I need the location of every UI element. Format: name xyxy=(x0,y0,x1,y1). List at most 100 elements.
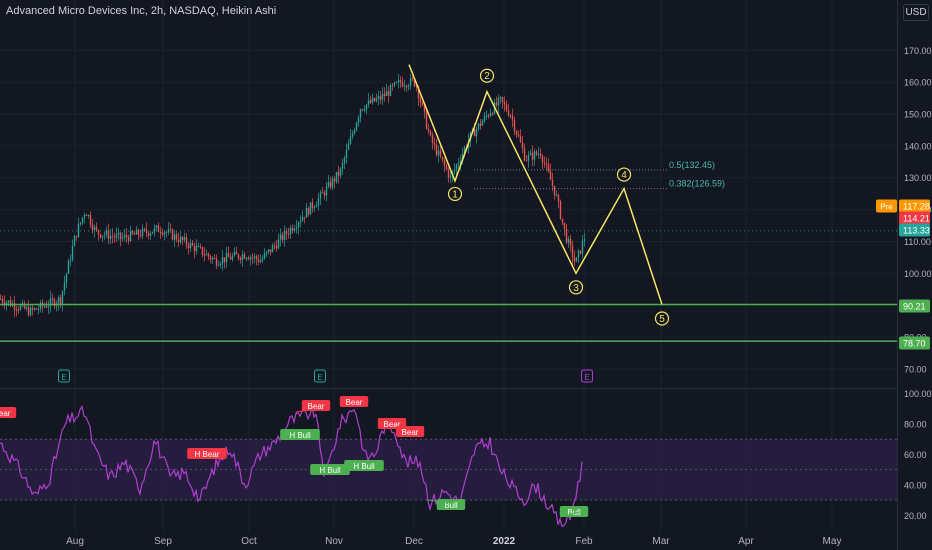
candle xyxy=(533,151,536,160)
candle xyxy=(397,80,400,83)
candle xyxy=(223,257,226,263)
candle xyxy=(501,97,504,103)
price-label-box xyxy=(899,223,930,237)
candle xyxy=(281,234,284,240)
candle xyxy=(35,308,38,310)
candle xyxy=(421,102,424,106)
candle xyxy=(573,257,576,262)
candle xyxy=(365,104,368,110)
signal-badge xyxy=(344,460,384,471)
candle xyxy=(131,230,134,234)
candle xyxy=(237,254,240,259)
candle xyxy=(109,235,112,240)
candle xyxy=(579,250,582,254)
candle xyxy=(279,234,282,240)
candle xyxy=(139,235,142,237)
candle xyxy=(153,227,156,233)
currency-button[interactable]: USD xyxy=(903,4,929,21)
wave-label-3: 3 xyxy=(573,283,579,294)
candle xyxy=(485,115,488,117)
candle xyxy=(265,251,268,254)
price-label-1: 117.28 xyxy=(903,202,930,212)
elliott-wave[interactable]: 1 2 3 4 5 xyxy=(408,64,670,326)
candle xyxy=(373,97,376,102)
price-tick-110: 110.00 xyxy=(904,237,931,247)
candle xyxy=(559,201,562,219)
candle xyxy=(77,224,80,237)
time-axis[interactable]: Aug Sep Oct Nov Dec 2022 Feb Mar Apr May xyxy=(66,536,841,547)
candle xyxy=(449,175,452,178)
candle xyxy=(277,239,280,249)
candle xyxy=(227,253,230,258)
candle xyxy=(199,246,202,248)
candle xyxy=(57,297,60,304)
candle xyxy=(433,143,436,145)
candle xyxy=(359,109,362,118)
candle xyxy=(215,258,218,266)
candle xyxy=(37,309,40,311)
price-tick-150: 150.00 xyxy=(904,110,932,120)
candle xyxy=(455,164,458,170)
candle xyxy=(417,87,420,99)
candle xyxy=(315,205,318,208)
candle xyxy=(503,102,506,105)
candle xyxy=(85,214,88,216)
candle xyxy=(545,163,548,165)
candle xyxy=(31,307,34,310)
signal-badge xyxy=(0,407,17,418)
price-axis[interactable]: 70.0080.0090.00100.00110.00120.00130.001… xyxy=(876,46,932,521)
candle xyxy=(521,142,524,149)
candle xyxy=(431,135,434,144)
rsi-band xyxy=(0,438,897,501)
price-label-box xyxy=(899,211,930,225)
candle xyxy=(425,111,428,129)
candle xyxy=(177,239,180,243)
candle xyxy=(193,245,196,252)
candle xyxy=(103,234,106,236)
candle xyxy=(159,232,162,234)
candle xyxy=(203,254,206,256)
candle xyxy=(125,234,128,238)
candle xyxy=(481,121,484,126)
candle xyxy=(435,144,438,156)
candle xyxy=(137,229,140,236)
candle xyxy=(243,254,246,259)
candle xyxy=(339,168,342,176)
candle xyxy=(87,215,90,217)
candle xyxy=(141,228,144,237)
signal-bear-8: Bear xyxy=(384,420,401,429)
candle xyxy=(327,181,330,187)
candle xyxy=(19,305,22,310)
candle xyxy=(15,309,18,311)
time-tick-Mar: Mar xyxy=(652,536,670,547)
candle xyxy=(219,263,222,265)
candle xyxy=(357,117,360,124)
candle xyxy=(385,91,388,96)
candle xyxy=(473,128,476,137)
price-label-box xyxy=(899,299,930,313)
candle xyxy=(261,258,264,261)
candle xyxy=(271,245,274,253)
candle xyxy=(401,82,404,87)
candle xyxy=(101,235,104,238)
candle xyxy=(95,227,98,230)
candle xyxy=(127,237,130,241)
candle xyxy=(583,239,586,241)
candle xyxy=(541,155,544,163)
candle xyxy=(173,234,176,240)
candle xyxy=(53,299,56,307)
support-levels[interactable] xyxy=(0,230,897,342)
signal-badge xyxy=(187,448,227,459)
candle xyxy=(255,256,258,260)
candle xyxy=(571,245,574,258)
fib-retracement[interactable]: 0.5(132.45) 0.382(126.59) xyxy=(474,160,725,190)
candle xyxy=(581,240,584,254)
candle xyxy=(331,178,334,188)
wave-label-1: 1 xyxy=(452,189,458,200)
candle xyxy=(381,93,384,100)
candle xyxy=(413,79,416,86)
candle xyxy=(437,150,440,156)
candle xyxy=(535,151,538,155)
